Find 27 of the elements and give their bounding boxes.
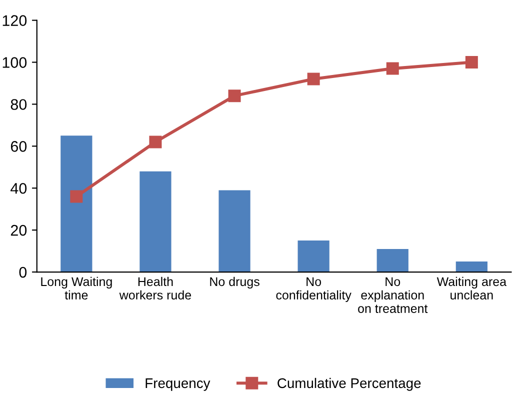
legend-label: Frequency <box>146 378 210 391</box>
point <box>465 56 478 69</box>
bar <box>456 262 488 272</box>
y-tick-label: 40 <box>10 182 27 194</box>
point <box>70 190 83 203</box>
bar <box>218 190 250 272</box>
x-tick-label: No confidentiality <box>276 277 352 302</box>
x-tick-label: Long Waiting time <box>41 276 112 300</box>
y-tick-label: 20 <box>10 224 27 236</box>
legend-label: Cumulative Percentage <box>278 378 421 391</box>
point <box>149 136 162 148</box>
y-tick-label: 0 <box>19 266 27 278</box>
bar <box>376 248 408 272</box>
x-tick-label: Waiting area unclean <box>436 276 507 300</box>
y-tick-label: 120 <box>2 15 27 26</box>
x-tick-label: Health workers rude <box>119 276 192 300</box>
point <box>386 62 399 75</box>
y-tick-label: 60 <box>10 141 27 152</box>
x-tick-label: No drugs <box>210 276 260 289</box>
point <box>228 90 241 102</box>
x-tick-label: No explanation on treatment <box>358 277 428 313</box>
bar <box>140 171 172 272</box>
point <box>307 72 320 86</box>
y-tick-label: 100 <box>2 57 27 68</box>
y-tick-label: 80 <box>10 99 27 110</box>
bar <box>298 240 330 272</box>
bar <box>60 136 92 272</box>
